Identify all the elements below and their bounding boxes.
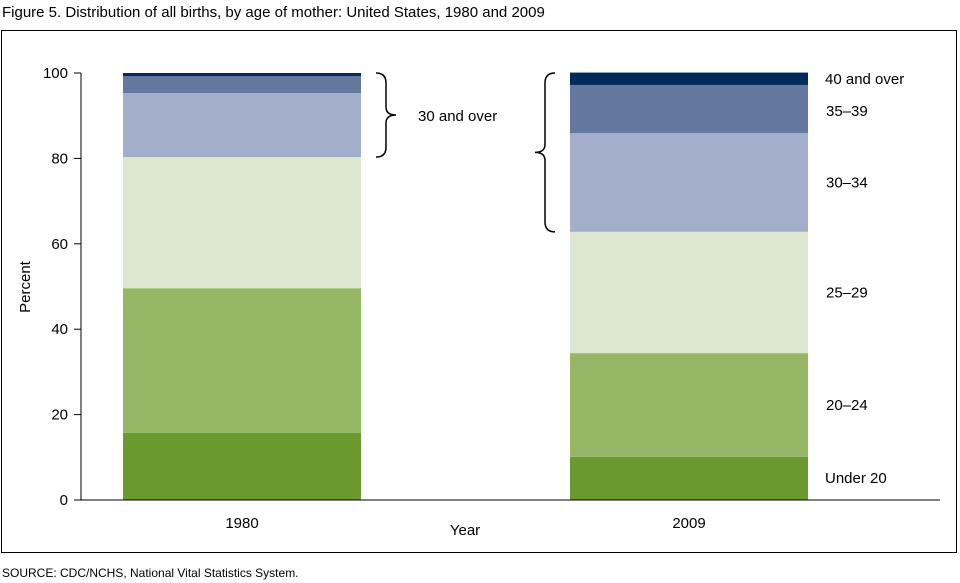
bar-segment-1980-under-20 — [123, 432, 361, 500]
x-axis-label: Year — [450, 522, 480, 539]
bar-segment-2009-under-20 — [570, 456, 808, 500]
legend-label: 20–24 — [826, 397, 868, 414]
chart-title: Figure 5. Distribution of all births, by… — [2, 4, 545, 21]
x-tick-label: 1980 — [225, 515, 258, 532]
bar-segment-2009-35-39 — [570, 84, 808, 134]
bar-segment-1980-35-39 — [123, 75, 361, 94]
brace-1980 — [375, 72, 397, 158]
annotation-label: 30 and over — [418, 108, 497, 125]
y-tick-label: 80 — [51, 150, 68, 167]
bar-segment-1980-25-29 — [123, 157, 361, 289]
legend-label: 30–34 — [826, 175, 868, 192]
y-tick-label: 100 — [43, 65, 68, 82]
bar-segment-2009-40-and-over — [570, 72, 808, 85]
y-tick-label: 40 — [51, 321, 68, 338]
legend-label: 35–39 — [826, 103, 868, 120]
legend-label: 40 and over — [825, 71, 904, 88]
bar-segment-1980-30-34 — [123, 93, 361, 158]
legend-label: Under 20 — [825, 470, 887, 487]
bar-segment-1980-40-and-over — [123, 73, 361, 76]
bar-segment-2009-30-34 — [570, 133, 808, 232]
bar-segment-1980-20-24 — [123, 288, 361, 433]
legend-label: 25–29 — [826, 284, 868, 301]
bar-segment-2009-25-29 — [570, 231, 808, 354]
x-tick-label: 2009 — [672, 515, 705, 532]
y-tick-label: 20 — [51, 407, 68, 424]
y-tick-label: 0 — [60, 492, 68, 509]
bar-segment-2009-20-24 — [570, 353, 808, 457]
chart-panel — [1, 30, 957, 553]
source-note: SOURCE: CDC/NCHS, National Vital Statist… — [2, 566, 299, 580]
y-tick-label: 60 — [51, 236, 68, 253]
brace-2009 — [534, 72, 556, 233]
y-axis-label: Percent — [17, 260, 34, 313]
